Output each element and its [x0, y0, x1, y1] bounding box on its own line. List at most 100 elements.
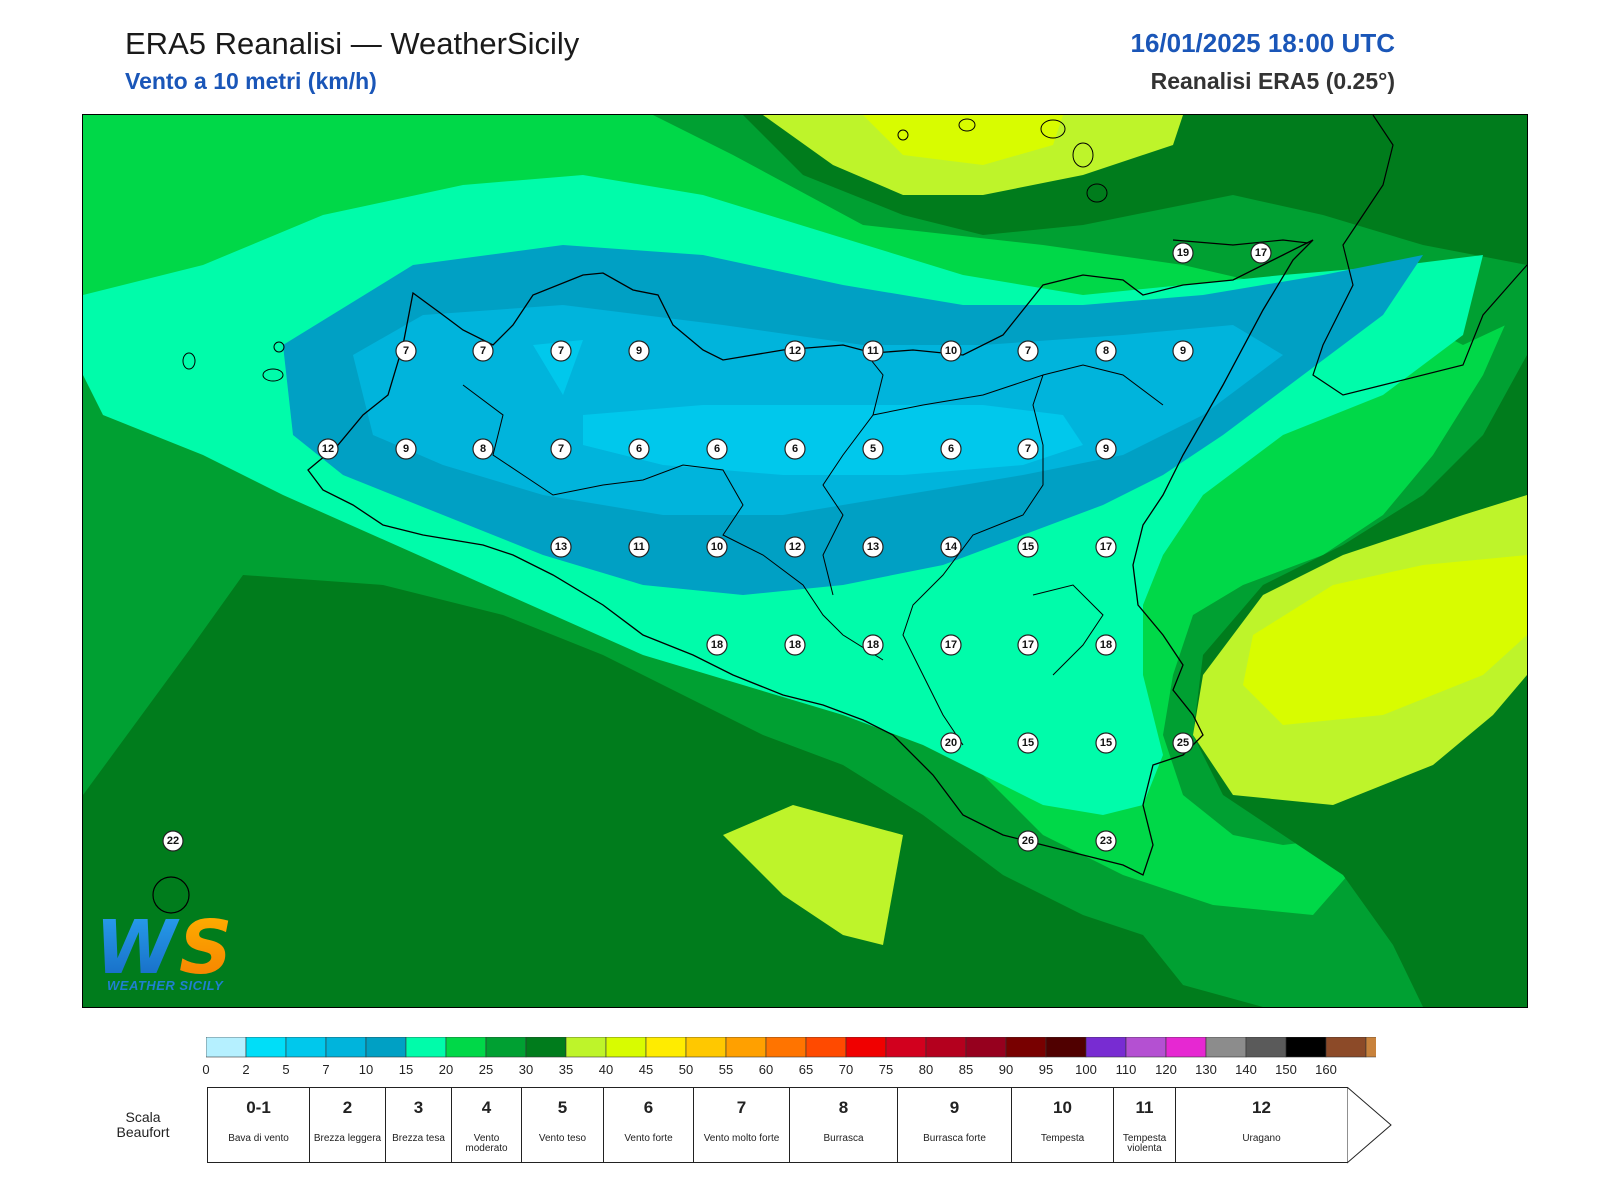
beaufort-number: 3	[413, 1098, 424, 1117]
province-border-central	[822, 349, 884, 596]
island-salina	[1040, 119, 1066, 139]
station-circle	[1172, 340, 1194, 362]
colorbar-tick-label: 55	[718, 1062, 734, 1077]
station-circle	[162, 830, 184, 852]
wind-station-marker: 17	[1250, 242, 1272, 264]
station-value: 12	[789, 541, 801, 553]
beaufort-number: 10	[1053, 1098, 1072, 1117]
wind-station-marker: 12	[784, 536, 806, 558]
wind-station-marker: 22	[162, 830, 184, 852]
colorbar-tick-label: 160	[1315, 1062, 1337, 1077]
beaufort-description: Vento forte	[624, 1133, 673, 1144]
province-border-southeast	[1032, 584, 1104, 676]
station-circle	[1172, 242, 1194, 264]
colorbar-tick-label: 2	[242, 1062, 250, 1077]
station-value: 17	[1100, 541, 1112, 553]
station-value: 11	[633, 541, 645, 553]
beaufort-description: Brezza tesa	[392, 1133, 445, 1144]
station-circle	[706, 536, 728, 558]
station-circle	[472, 340, 494, 362]
station-value: 9	[403, 443, 409, 455]
wind-station-marker: 7	[550, 438, 572, 460]
station-markers: 19 17 7 7 7 9 12 11 10 7 8 9 12 9 8 7 6 6 6 5 6 7 9 13 11 10 12 13 1…	[162, 242, 1272, 852]
station-circle	[1017, 830, 1039, 852]
station-value: 22	[167, 835, 179, 847]
colorbar-tick-label: 100	[1075, 1062, 1097, 1077]
station-value: 18	[1100, 639, 1112, 651]
colorbar-swatch	[1165, 1037, 1207, 1058]
beaufort-description: Brezza leggera	[313, 1133, 382, 1144]
station-circle	[1095, 340, 1117, 362]
station-value: 17	[1022, 639, 1034, 651]
station-value: 7	[403, 345, 409, 357]
station-value: 18	[789, 639, 801, 651]
colorbar-swatch	[365, 1037, 407, 1058]
colorbar-swatch	[1245, 1037, 1287, 1058]
province-border-east	[872, 374, 1044, 746]
colorbar-swatch	[725, 1037, 767, 1058]
beaufort-level: 9 Burrasca forte	[897, 1087, 1011, 1163]
station-value: 10	[711, 541, 723, 553]
colorbar-swatch	[525, 1037, 567, 1058]
wind-station-marker: 23	[1095, 830, 1117, 852]
station-circle	[395, 340, 417, 362]
colorbar-tick-label: 95	[1038, 1062, 1054, 1077]
station-value: 6	[714, 443, 720, 455]
wind-zone-40-45-east	[1243, 555, 1527, 725]
map-datetime: 16/01/2025 18:00 UTC	[1130, 28, 1395, 58]
province-border-northeast	[1042, 364, 1164, 406]
station-circle	[940, 634, 962, 656]
station-circle	[628, 536, 650, 558]
station-value: 18	[711, 639, 723, 651]
wind-map: 19 17 7 7 7 9 12 11 10 7 8 9 12 9 8 7 6 6 6 5 6 7 9 13 11 10 12 13 1…	[82, 114, 1528, 1008]
colorbar-swatch	[645, 1037, 687, 1058]
colorbar-tick-label: 35	[558, 1062, 574, 1077]
wind-station-marker: 9	[628, 340, 650, 362]
station-value: 9	[1180, 345, 1186, 357]
colorbar-swatch	[605, 1037, 647, 1058]
colorbar-swatch	[285, 1037, 327, 1058]
island-alicudi	[897, 129, 909, 141]
station-circle	[784, 340, 806, 362]
station-value: 6	[792, 443, 798, 455]
station-circle	[1095, 438, 1117, 460]
wind-station-marker: 13	[550, 536, 572, 558]
sicily-coastline	[307, 239, 1314, 876]
wind-zone-35-40-south	[723, 805, 903, 945]
colorbar-tick-label: 40	[598, 1062, 614, 1077]
station-circle	[550, 340, 572, 362]
wind-station-marker: 17	[940, 634, 962, 656]
station-value: 7	[480, 345, 486, 357]
beaufort-level: 8 Burrasca	[789, 1087, 897, 1163]
colorbar-swatch	[405, 1037, 447, 1058]
province-border-west	[462, 384, 884, 661]
station-circle	[628, 438, 650, 460]
beaufort-description: Bava di vento	[228, 1133, 289, 1144]
station-value: 6	[636, 443, 642, 455]
station-value: 8	[480, 443, 486, 455]
island-pantelleria	[152, 876, 190, 914]
colorbar-swatch	[1285, 1037, 1327, 1058]
station-value: 15	[1100, 737, 1112, 749]
beaufort-description: Uragano	[1242, 1133, 1281, 1144]
wind-station-marker: 11	[628, 536, 650, 558]
colorbar-tick-label: 120	[1155, 1062, 1177, 1077]
station-circle	[1017, 340, 1039, 362]
colorbar-swatch	[485, 1037, 527, 1058]
logo-letters-w: W	[95, 905, 180, 991]
beaufort-arrow	[1347, 1087, 1392, 1164]
beaufort-description: Burrasca	[823, 1133, 864, 1144]
beaufort-number: 6	[643, 1098, 654, 1117]
wind-station-marker: 18	[862, 634, 884, 656]
colorbar-tick-label: 5	[282, 1062, 290, 1077]
beaufort-level: 0-1 Bava di vento	[207, 1087, 309, 1163]
wind-station-marker: 7	[1017, 340, 1039, 362]
station-value: 17	[1255, 247, 1267, 259]
wind-station-marker: 20	[940, 732, 962, 754]
station-value: 12	[789, 345, 801, 357]
colorbar-tick-label: 130	[1195, 1062, 1217, 1077]
station-circle	[1172, 732, 1194, 754]
colorbar-swatch	[845, 1037, 887, 1058]
beaufort-level: 12 Uragano	[1175, 1087, 1347, 1163]
station-circle	[1017, 634, 1039, 656]
